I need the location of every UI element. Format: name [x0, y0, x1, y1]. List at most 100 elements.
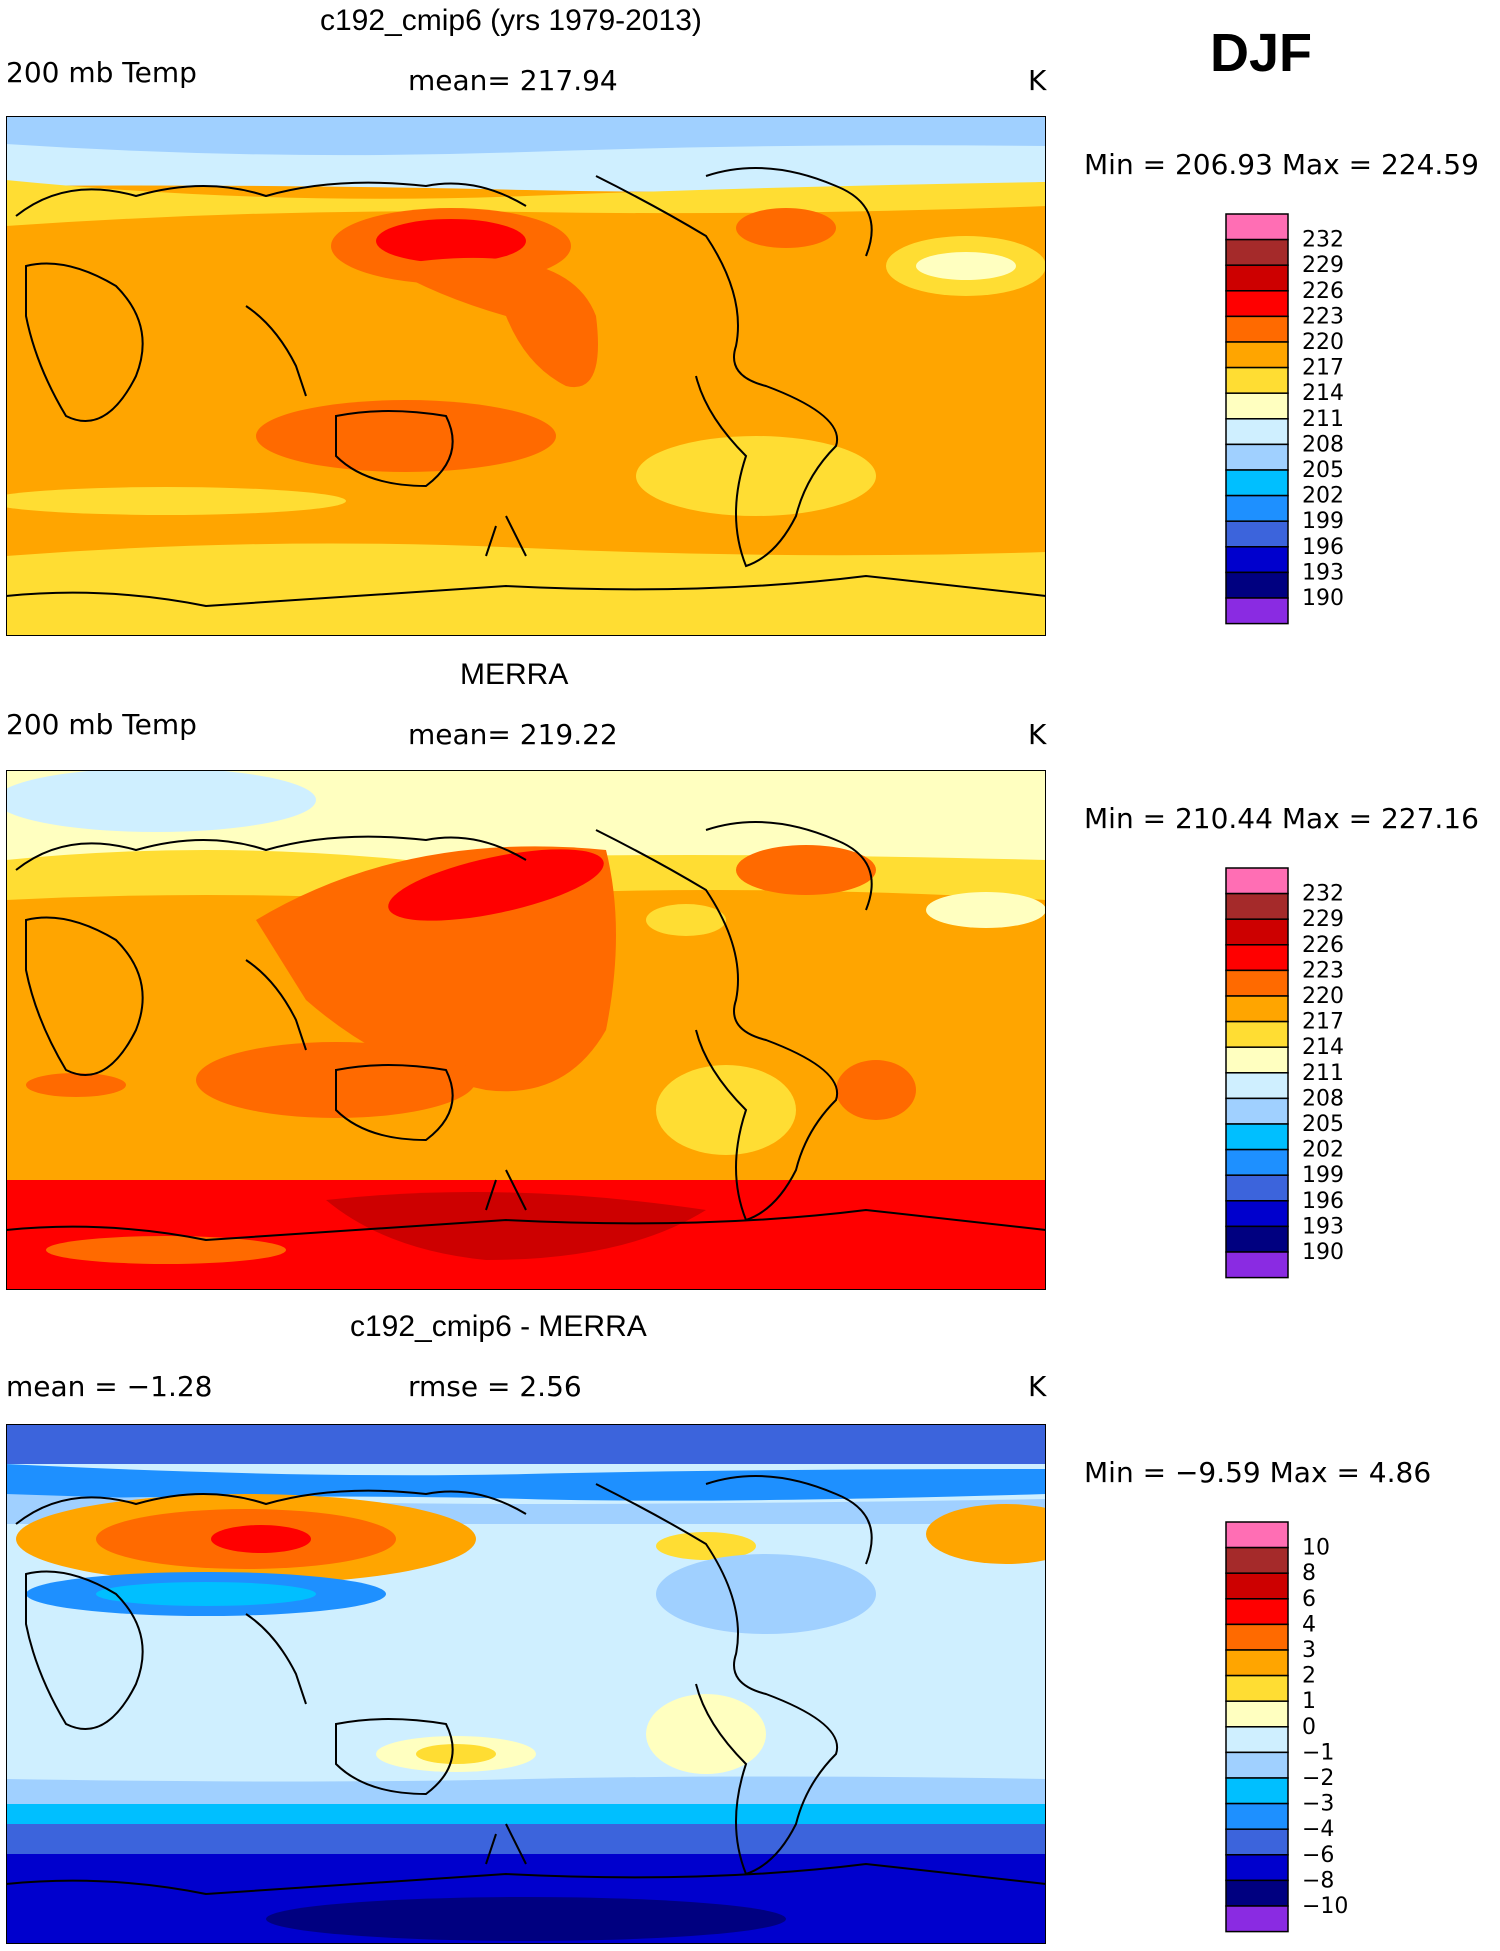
panel-3-title: c192_cmip6 - MERRA: [350, 1310, 647, 1343]
colorbar-tick-label: 199: [1302, 1163, 1344, 1188]
panel-3-rmse: rmse = 2.56: [408, 1370, 582, 1403]
colorbar-tick-label: 211: [1302, 407, 1344, 432]
band-south-minus3: [6, 1804, 1046, 1824]
colorbar-swatch: [1225, 1521, 1289, 1549]
band-north-minus3: [6, 1464, 1046, 1501]
colorbar-tick-label: 196: [1302, 535, 1344, 560]
panel-3-map: [6, 1424, 1046, 1944]
anomaly-asia-cold-core: [96, 1582, 316, 1606]
colorbar-swatch: [1225, 1020, 1289, 1048]
colorbar-swatch: [1225, 918, 1289, 946]
colorbar-tick-label: 202: [1302, 484, 1344, 509]
colorbar-tick-label: 190: [1302, 1240, 1344, 1265]
colorbar-swatch: [1225, 1623, 1289, 1651]
colorbar-swatch: [1225, 264, 1289, 292]
anomaly-eatl: [926, 892, 1046, 928]
colorbar-tick-label: −8: [1302, 1868, 1334, 1893]
colorbar-tick-label: 229: [1302, 907, 1344, 932]
colorbar-swatch: [1225, 969, 1289, 997]
colorbar-swatch: [1225, 1046, 1289, 1074]
colorbar-swatch: [1225, 1572, 1289, 1600]
colorbar-tick-label: 232: [1302, 228, 1344, 253]
anomaly-npac: [386, 257, 598, 388]
panel-2-colorbar: 2322292262232202172142112082052021991961…: [1225, 867, 1344, 1279]
colorbar-tick-label: 196: [1302, 1189, 1344, 1214]
colorbar-tick-label: 211: [1302, 1061, 1344, 1086]
panel-3-minmax: Min = −9.59 Max = 4.86: [1084, 1456, 1432, 1489]
colorbar-swatch: [1225, 1674, 1289, 1702]
colorbar-swatch: [1225, 1802, 1289, 1830]
colorbar-tick-label: 4: [1302, 1612, 1316, 1637]
colorbar-swatch: [1225, 1726, 1289, 1754]
panel-1-unit: K: [1028, 64, 1047, 97]
colorbar-swatch: [1225, 469, 1289, 497]
anomaly-australia-warm-core: [416, 1744, 496, 1764]
colorbar-tick-label: 208: [1302, 1086, 1344, 1111]
colorbar-tick-label: 232: [1302, 882, 1344, 907]
band-north-214: [6, 180, 1046, 226]
colorbar-tick-label: 220: [1302, 330, 1344, 355]
colorbar-tick-label: −2: [1302, 1766, 1334, 1791]
anomaly-natl-cold: [656, 1554, 876, 1634]
colorbar-tick-label: 3: [1302, 1638, 1316, 1663]
colorbar-swatch: [1225, 1751, 1289, 1779]
anomaly-npac-core: [388, 849, 604, 921]
colorbar-tick-label: 226: [1302, 933, 1344, 958]
anomaly-wpac-core: [376, 219, 526, 263]
colorbar-tick-label: 193: [1302, 560, 1344, 585]
colorbar-swatch: [1225, 1905, 1289, 1933]
colorbar-swatch: [1225, 546, 1289, 574]
panel-1-title: c192_cmip6 (yrs 1979-2013): [320, 4, 702, 37]
colorbar-swatch: [1225, 443, 1289, 471]
anomaly-samerica: [836, 1060, 916, 1120]
colorbar-swatch: [1225, 1777, 1289, 1805]
colorbar-swatch: [1225, 1123, 1289, 1151]
band-north-minus4: [6, 1424, 1046, 1464]
colorbar-tick-label: 229: [1302, 253, 1344, 278]
anomaly-spac: [656, 1065, 796, 1155]
colorbar-swatch: [1225, 238, 1289, 266]
panel-2-mean: mean= 219.22: [408, 718, 618, 751]
colorbar-swatch: [1225, 944, 1289, 972]
anomaly-arctic-cold: [6, 770, 316, 832]
colorbar-swatch: [1225, 1546, 1289, 1574]
anomaly-sindian: [46, 1236, 286, 1264]
colorbar-tick-label: 1: [1302, 1689, 1316, 1714]
colorbar-tick-label: −10: [1302, 1894, 1348, 1919]
anomaly-spac-warm: [646, 1694, 766, 1774]
colorbar-tick-label: 205: [1302, 1112, 1344, 1137]
anomaly-eatl-core: [916, 252, 1016, 280]
season-label: DJF: [1210, 23, 1313, 83]
colorbar-swatch: [1225, 995, 1289, 1023]
colorbar-swatch: [1225, 597, 1289, 625]
colorbar-tick-label: −6: [1302, 1843, 1334, 1868]
colorbar-tick-label: 220: [1302, 984, 1344, 1009]
panel-2-title: MERRA: [460, 658, 569, 691]
colorbar-tick-label: −1: [1302, 1740, 1334, 1765]
colorbar-swatch: [1225, 1251, 1289, 1279]
panel-2-minmax: Min = 210.44 Max = 227.16: [1084, 802, 1479, 835]
anomaly-australia: [256, 400, 556, 472]
colorbar-swatch: [1225, 1200, 1289, 1228]
colorbar-tick-label: 223: [1302, 304, 1344, 329]
colorbar-swatch: [1225, 341, 1289, 369]
colorbar-swatch: [1225, 1828, 1289, 1856]
panel-1-mean: mean= 217.94: [408, 64, 618, 97]
colorbar-swatch: [1225, 1174, 1289, 1202]
colorbar-tick-label: 193: [1302, 1214, 1344, 1239]
colorbar-swatch: [1225, 290, 1289, 318]
coastlines: [6, 167, 1046, 608]
anomaly-sindian: [6, 487, 346, 515]
colorbar-swatch: [1225, 366, 1289, 394]
colorbar-tick-label: 214: [1302, 1035, 1344, 1060]
panel-2-map: [6, 770, 1046, 1290]
band-south-214: [6, 556, 1046, 636]
panel-1-colorbar: 2322292262232202172142112082052021991961…: [1225, 213, 1344, 625]
colorbar-swatch: [1225, 392, 1289, 420]
panel-2-unit: K: [1028, 718, 1047, 751]
colorbar-tick-label: 217: [1302, 1010, 1344, 1035]
colorbar-swatch: [1225, 867, 1289, 895]
panel-1-variable: 200 mb Temp: [6, 56, 197, 89]
colorbar-tick-label: 2: [1302, 1664, 1316, 1689]
